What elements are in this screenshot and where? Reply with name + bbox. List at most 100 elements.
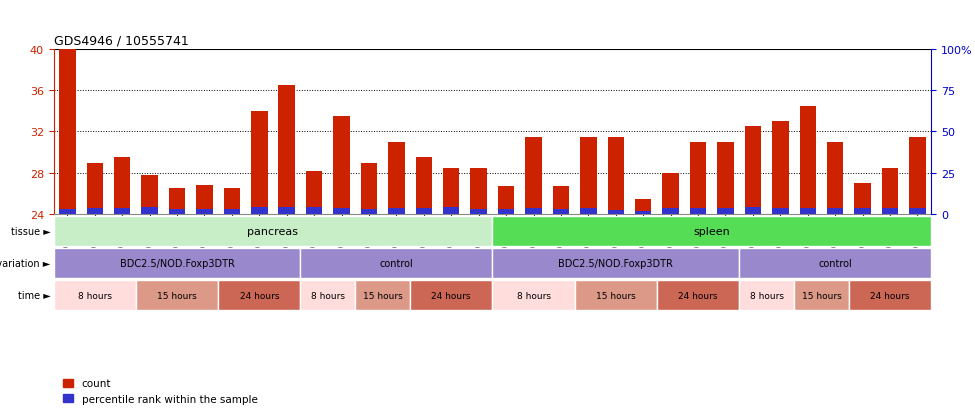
Bar	[306, 171, 323, 215]
Text: 15 hours: 15 hours	[801, 291, 841, 300]
Text: pancreas: pancreas	[248, 227, 298, 237]
Text: spleen: spleen	[693, 227, 730, 237]
Bar	[279, 86, 294, 215]
Bar	[415, 158, 432, 215]
Bar	[141, 176, 158, 215]
Bar	[252, 112, 267, 215]
Text: 24 hours: 24 hours	[432, 291, 471, 300]
Bar	[662, 173, 679, 215]
Bar	[526, 209, 542, 215]
Bar	[410, 280, 492, 310]
Bar	[635, 199, 651, 215]
Bar	[279, 208, 294, 215]
Bar	[854, 184, 871, 215]
Bar	[54, 217, 492, 247]
Bar	[827, 142, 843, 215]
Bar	[300, 280, 355, 310]
Bar	[718, 209, 734, 215]
Bar	[492, 249, 739, 278]
Bar	[690, 209, 706, 215]
Text: control: control	[818, 259, 852, 268]
Bar	[223, 189, 240, 215]
Bar	[772, 209, 789, 215]
Text: 24 hours: 24 hours	[871, 291, 910, 300]
Bar	[910, 138, 925, 215]
Bar	[553, 187, 569, 215]
Text: GDS4946 / 10555741: GDS4946 / 10555741	[54, 34, 188, 47]
Text: tissue ►: tissue ►	[11, 227, 51, 237]
Text: 24 hours: 24 hours	[240, 291, 279, 300]
Bar	[415, 209, 432, 215]
Text: 15 hours: 15 hours	[363, 291, 403, 300]
Text: time ►: time ►	[18, 290, 51, 300]
Text: 15 hours: 15 hours	[157, 291, 197, 300]
Bar	[881, 209, 898, 215]
Text: BDC2.5/NOD.Foxp3DTR: BDC2.5/NOD.Foxp3DTR	[559, 259, 673, 268]
Bar	[662, 209, 679, 215]
Bar	[471, 210, 487, 215]
Bar	[739, 280, 794, 310]
Bar	[718, 142, 734, 215]
Bar	[54, 280, 136, 310]
Bar	[492, 217, 931, 247]
Bar	[635, 211, 651, 215]
Bar	[745, 127, 761, 215]
Text: BDC2.5/NOD.Foxp3DTR: BDC2.5/NOD.Foxp3DTR	[120, 259, 234, 268]
Bar	[498, 187, 515, 215]
Bar	[498, 210, 515, 215]
Bar	[800, 107, 816, 215]
Bar	[361, 163, 377, 215]
Bar	[607, 211, 624, 215]
Text: 8 hours: 8 hours	[517, 291, 551, 300]
Text: 15 hours: 15 hours	[596, 291, 636, 300]
Bar	[306, 208, 323, 215]
Legend: count, percentile rank within the sample: count, percentile rank within the sample	[58, 374, 262, 408]
Bar	[849, 280, 931, 310]
Bar	[854, 209, 871, 215]
Bar	[196, 186, 213, 215]
Bar	[54, 249, 300, 278]
Bar	[59, 50, 76, 215]
Bar	[580, 138, 597, 215]
Bar	[114, 209, 131, 215]
Bar	[361, 210, 377, 215]
Bar	[114, 158, 131, 215]
Bar	[300, 249, 492, 278]
Bar	[87, 163, 103, 215]
Bar	[443, 208, 459, 215]
Bar	[443, 169, 459, 215]
Bar	[169, 189, 185, 215]
Bar	[607, 138, 624, 215]
Bar	[59, 210, 76, 215]
Bar	[772, 122, 789, 215]
Bar	[553, 210, 569, 215]
Bar	[87, 209, 103, 215]
Bar	[881, 169, 898, 215]
Bar	[223, 210, 240, 215]
Bar	[252, 208, 267, 215]
Bar	[388, 142, 405, 215]
Bar	[657, 280, 739, 310]
Bar	[574, 280, 657, 310]
Bar	[218, 280, 300, 310]
Bar	[136, 280, 218, 310]
Text: 8 hours: 8 hours	[750, 291, 784, 300]
Bar	[492, 280, 574, 310]
Bar	[141, 208, 158, 215]
Bar	[526, 138, 542, 215]
Text: control: control	[379, 259, 413, 268]
Text: 24 hours: 24 hours	[679, 291, 718, 300]
Bar	[794, 280, 849, 310]
Bar	[196, 210, 213, 215]
Bar	[169, 210, 185, 215]
Text: 8 hours: 8 hours	[311, 291, 345, 300]
Bar	[333, 209, 350, 215]
Bar	[388, 209, 405, 215]
Bar	[739, 249, 931, 278]
Bar	[827, 209, 843, 215]
Bar	[580, 209, 597, 215]
Text: 8 hours: 8 hours	[78, 291, 112, 300]
Text: genotype/variation ►: genotype/variation ►	[0, 259, 51, 268]
Bar	[333, 117, 350, 215]
Bar	[745, 208, 761, 215]
